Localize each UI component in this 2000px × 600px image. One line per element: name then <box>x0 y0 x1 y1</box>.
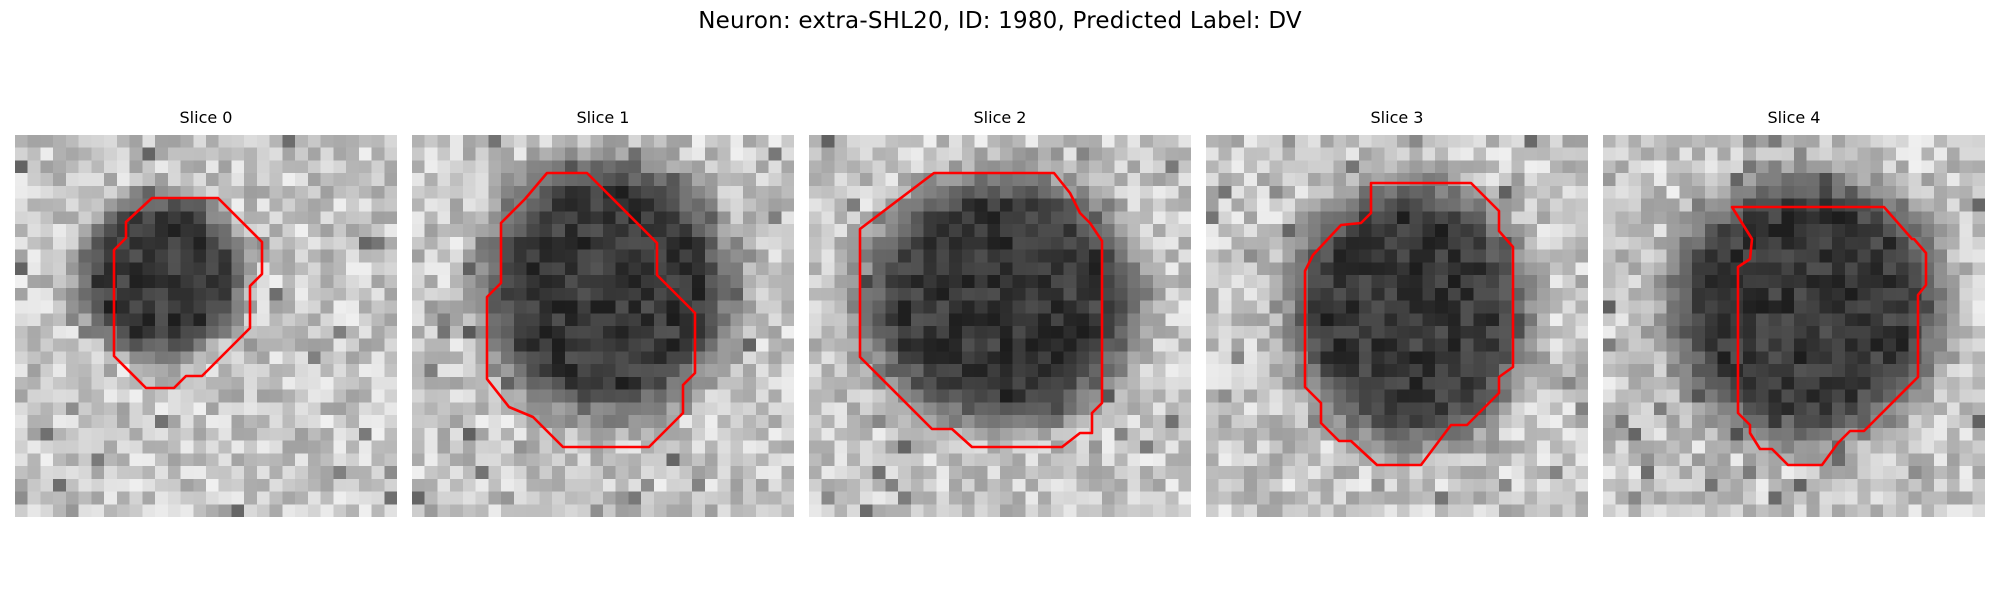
slice-image <box>1206 135 1588 517</box>
slice-image <box>15 135 397 517</box>
segmentation-contour <box>485 171 697 449</box>
micrograph-pixels <box>412 135 794 517</box>
micrograph-pixels <box>1206 135 1588 517</box>
segmentation-contour <box>1730 205 1928 467</box>
slice-panel-1: Slice 1 <box>412 108 794 518</box>
slice-image <box>809 135 1191 517</box>
slice-title: Slice 2 <box>973 108 1027 127</box>
slice-panel-2: Slice 2 <box>809 108 1191 518</box>
micrograph-pixels <box>1603 135 1985 517</box>
micrograph-2 <box>809 135 1191 517</box>
slice-title: Slice 3 <box>1370 108 1424 127</box>
slice-title: Slice 4 <box>1767 108 1821 127</box>
slice-image <box>412 135 794 517</box>
figure-title: Neuron: extra-SHL20, ID: 1980, Predicted… <box>698 8 1302 34</box>
segmentation-contour <box>1303 181 1515 467</box>
micrograph-3 <box>1206 135 1588 517</box>
slice-title: Slice 1 <box>576 108 630 127</box>
micrograph-pixels <box>809 135 1191 517</box>
slice-image <box>1603 135 1985 517</box>
segmentation-contour <box>112 196 264 390</box>
slice-panel-0: Slice 0 <box>15 108 397 518</box>
slice-panel-3: Slice 3 <box>1206 108 1588 518</box>
micrograph-4 <box>1603 135 1985 517</box>
micrograph-pixels <box>15 135 397 517</box>
slice-title: Slice 0 <box>179 108 233 127</box>
micrograph-1 <box>412 135 794 517</box>
micrograph-0 <box>15 135 397 517</box>
slice-panel-4: Slice 4 <box>1603 108 1985 518</box>
segmentation-contour <box>858 171 1104 449</box>
